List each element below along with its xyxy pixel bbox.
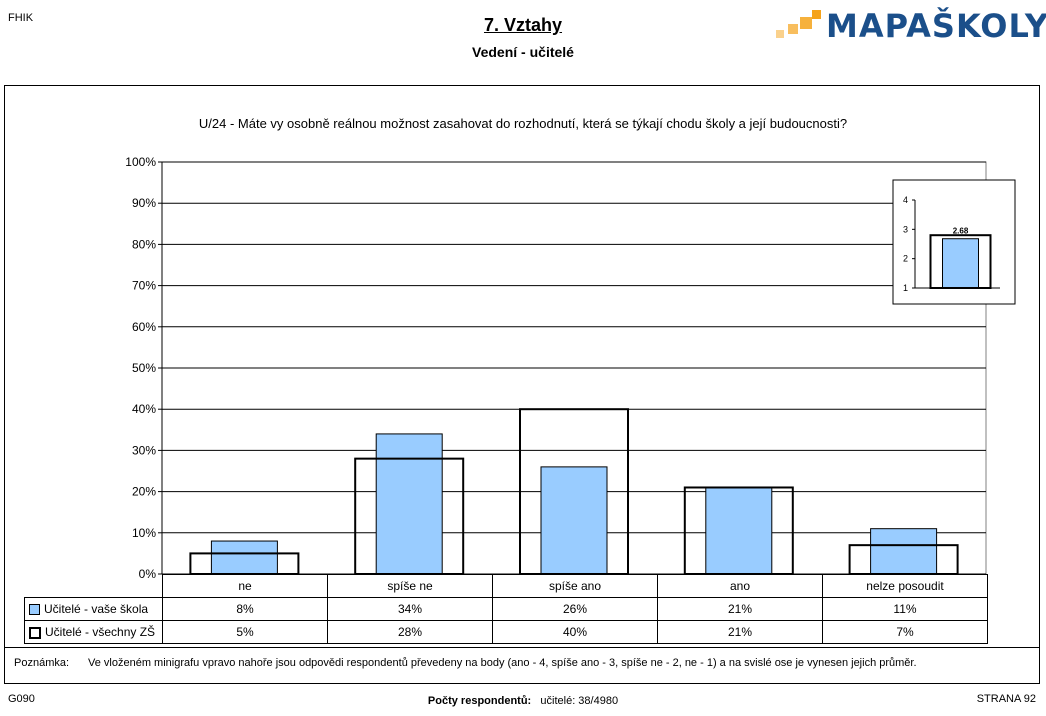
table-header-row: ne spíše ne spíše ano ano nelze posoudit [24, 574, 988, 598]
table-cell: 8% [162, 597, 328, 621]
table-cell: 11% [822, 597, 988, 621]
logo-square-icon [800, 17, 812, 29]
table-cell: 21% [657, 620, 823, 644]
category-label: spíše ne [327, 574, 493, 598]
footer-code: G090 [8, 693, 35, 705]
mini-bar-school [942, 238, 979, 289]
legend-swatch-icon [29, 604, 40, 616]
mini-data-label: 2.68 [953, 227, 969, 236]
table-cell: 7% [822, 620, 988, 644]
y-tick-label: 40% [132, 402, 156, 416]
table-corner [24, 574, 163, 598]
mini-y-tick-label: 2 [903, 254, 908, 264]
main-bar-chart: 0%10%20%30%40%50%60%70%80%90%100% 12342.… [125, 155, 1016, 581]
y-axis-ticks: 0%10%20%30%40%50%60%70%80%90%100% [125, 155, 163, 581]
legend-label: Učitelé - vaše škola [44, 602, 149, 616]
chart-frame [4, 85, 1040, 648]
legend-swatch-icon [29, 626, 41, 639]
mini-chart: 1 2 3 4 2.68 [892, 179, 1016, 305]
table-cell: 5% [162, 620, 328, 644]
category-label: nelze posoudit [822, 574, 988, 598]
table-row: Učitelé - vaše škola 8% 34% 26% 21% 11% [24, 597, 988, 621]
y-tick-label: 90% [132, 196, 156, 210]
note-text: Ve vloženém minigrafu vpravo nahoře jsou… [88, 657, 917, 669]
category-label: spíše ano [492, 574, 658, 598]
mini-y-tick-label: 1 [903, 283, 908, 293]
page-subtitle: Vedení - učitelé [472, 44, 574, 60]
logo-square-icon [812, 10, 821, 19]
note-label: Poznámka: [14, 657, 70, 669]
y-tick-label: 30% [132, 443, 156, 457]
page-title: 7. Vztahy [483, 15, 563, 35]
school-series [210, 433, 938, 575]
legend-label: Učitelé - všechny ZŠ [45, 625, 156, 639]
chart-title: U/24 - Máte vy osobně reálnou možnost za… [198, 116, 848, 131]
logo-square-icon [788, 24, 798, 34]
y-tick-label: 80% [132, 237, 156, 251]
y-tick-label: 70% [132, 279, 156, 293]
y-tick-label: 20% [132, 485, 156, 499]
respondents-label: Počty respondentů: [427, 695, 532, 707]
logo-text: MAPAŠKOLY [826, 7, 1046, 45]
bar-school [705, 486, 773, 575]
table-cell: 34% [327, 597, 493, 621]
report-code: FHIK [8, 12, 34, 24]
bar-school [375, 433, 443, 575]
table-cell: 26% [492, 597, 658, 621]
table-row: Učitelé - všechny ZŠ 5% 28% 40% 21% 7% [24, 620, 988, 644]
page-number: STRANA 92 [976, 693, 1036, 705]
bar-school [870, 528, 938, 575]
table-cell: 40% [492, 620, 658, 644]
bar-school [540, 466, 608, 575]
bar-all-schools [848, 544, 959, 575]
mini-y-tick-label: 4 [903, 195, 908, 205]
note-frame [4, 648, 1040, 684]
y-tick-label: 10% [132, 526, 156, 540]
y-tick-label: 100% [125, 155, 156, 169]
footer-respondents: Počty respondentů: učitelé: 38/4980 [0, 695, 1046, 707]
mini-y-tick-label: 3 [903, 224, 908, 234]
table-cell: 21% [657, 597, 823, 621]
table-cell: 28% [327, 620, 493, 644]
logo-square-icon [776, 30, 784, 38]
bar-school [210, 540, 278, 575]
y-tick-label: 60% [132, 320, 156, 334]
legend-entry-school: Učitelé - vaše škola [24, 597, 163, 621]
legend-entry-all: Učitelé - všechny ZŠ [24, 620, 163, 644]
category-label: ano [657, 574, 823, 598]
respondents-value: učitelé: 38/4980 [540, 695, 619, 707]
y-tick-label: 50% [132, 361, 156, 375]
mapaskoly-logo: MAPAŠKOLY [776, 7, 1046, 45]
mini-bar-all-schools [929, 234, 992, 289]
category-label: ne [162, 574, 328, 598]
chart-data-table: ne spíše ne spíše ano ano nelze posoudit… [24, 574, 988, 644]
